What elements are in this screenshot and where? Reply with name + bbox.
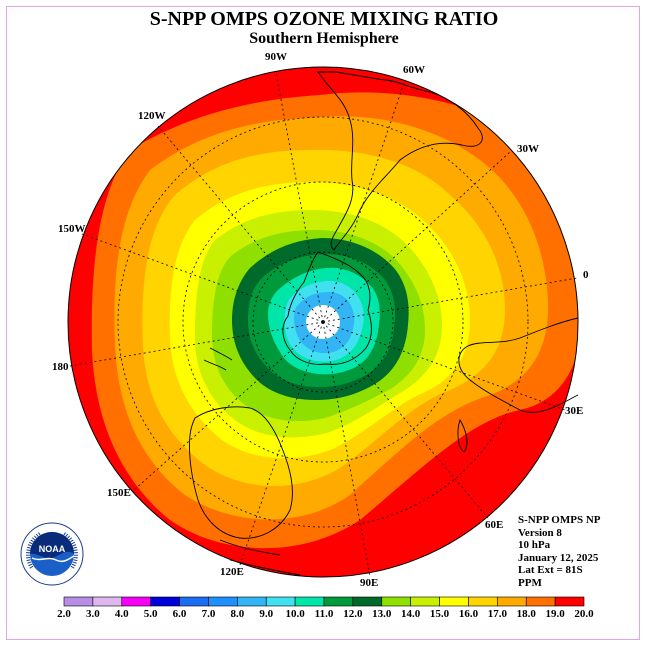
map-boundary — [67, 66, 579, 578]
scale-box-7 — [265, 596, 296, 607]
scale-label-11: 13.0 — [372, 608, 392, 620]
scale-label-5: 7.0 — [202, 608, 216, 620]
scale-box-13 — [439, 596, 469, 607]
graticule — [69, 72, 578, 577]
scale-box-16 — [525, 596, 556, 607]
scale-box-4 — [179, 596, 209, 607]
lon-label-30w: 30W — [517, 143, 539, 155]
scale-box-6 — [237, 596, 267, 607]
scale-box-12 — [410, 596, 440, 607]
scale-label-9: 11.0 — [315, 608, 334, 620]
scale-box-17 — [554, 596, 585, 607]
scale-box-14 — [468, 596, 498, 607]
scale-label-13: 15.0 — [430, 608, 450, 620]
color-scale-labels: 2.0 3.0 4.0 5.0 6.0 7.0 8.0 9.0 10.0 11.0 12.0 13.0… — [57, 608, 594, 620]
madagascar-coast — [457, 418, 468, 453]
svg-text:NOAA: NOAA — [39, 544, 66, 554]
lon-label-90w: 90W — [265, 51, 287, 63]
scale-label-14: 16.0 — [459, 608, 479, 620]
coastlines — [189, 71, 579, 576]
lon-label-150e: 150E — [107, 487, 131, 499]
scale-label-1: 3.0 — [86, 608, 100, 620]
scale-label-10: 12.0 — [343, 608, 363, 620]
scale-box-10 — [352, 596, 383, 607]
south-america-coast — [317, 71, 483, 251]
color-scale-boxes — [63, 596, 585, 607]
new-zealand-coast — [203, 347, 233, 371]
info-level: 10 hPa — [518, 539, 551, 551]
scale-box-9 — [323, 596, 354, 607]
scale-box-15 — [497, 596, 527, 607]
scale-label-8: 10.0 — [285, 608, 305, 620]
lon-label-30e: 30E — [565, 405, 583, 417]
scale-box-8 — [294, 596, 325, 607]
lon-label-120e: 120E — [220, 566, 244, 578]
scale-label-4: 6.0 — [173, 608, 187, 620]
product-info: S-NPP OMPS NP Version 8 10 hPa January 1… — [518, 514, 601, 589]
longitude-labels: 90W 60W 30W 0 30E 60E 90E 120E 150E 180 … — [52, 51, 589, 589]
lon-label-120w: 120W — [138, 110, 166, 122]
lon-label-90e: 90E — [360, 577, 378, 589]
lon-label-180: 180 — [52, 361, 69, 373]
scale-label-6: 8.0 — [230, 608, 244, 620]
scale-box-5 — [208, 596, 238, 607]
info-product: S-NPP OMPS NP — [518, 514, 601, 526]
scale-box-1 — [92, 596, 123, 607]
info-date: January 12, 2025 — [518, 551, 599, 564]
info-version: Version 8 — [518, 526, 562, 539]
australia-coast — [189, 406, 293, 539]
scale-label-12: 14.0 — [401, 608, 421, 620]
lon-label-0: 0 — [583, 269, 589, 281]
scale-label-17: 19.0 — [545, 608, 565, 620]
image-frame — [6, 6, 640, 640]
antarctica-coast — [282, 251, 372, 365]
info-lat-ext: Lat Ext = 81S — [518, 564, 583, 576]
scale-label-2: 4.0 — [115, 608, 129, 620]
indonesia-coast — [219, 539, 301, 576]
scale-label-7: 9.0 — [259, 608, 273, 620]
scale-label-0: 2.0 — [57, 608, 71, 620]
scale-label-16: 18.0 — [517, 608, 537, 620]
scale-label-15: 17.0 — [488, 608, 508, 620]
scale-box-0 — [63, 596, 94, 607]
page-title: S-NPP OMPS OZONE MIXING RATIO — [149, 8, 499, 30]
lon-label-60e: 60E — [485, 519, 503, 531]
scale-box-11 — [381, 596, 411, 607]
noaa-logo: NOAA — [20, 522, 84, 586]
scale-label-3: 5.0 — [144, 608, 158, 620]
africa-coast — [458, 317, 579, 413]
scale-label-18: 20.0 — [574, 608, 594, 620]
page-subtitle: Southern Hemisphere — [249, 30, 399, 47]
info-units: PPM — [518, 576, 542, 589]
scale-box-3 — [150, 596, 180, 607]
lon-label-60w: 60W — [403, 64, 425, 76]
scale-box-2 — [121, 596, 151, 607]
lon-label-150w: 150W — [58, 223, 86, 235]
south-pole-marker — [321, 320, 325, 324]
